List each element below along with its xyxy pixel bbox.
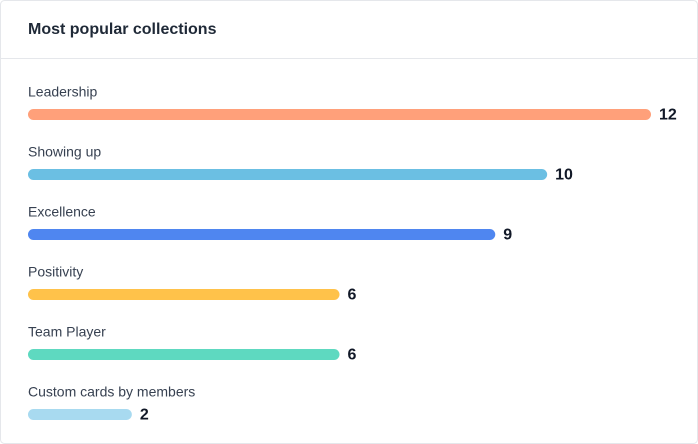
bar bbox=[28, 409, 132, 420]
bar bbox=[28, 169, 548, 180]
value-label: 2 bbox=[140, 407, 149, 424]
bar bbox=[28, 229, 496, 240]
value-label: 9 bbox=[503, 227, 512, 244]
category-label: Leadership bbox=[28, 84, 97, 100]
bar bbox=[28, 349, 340, 360]
value-label: 12 bbox=[659, 107, 677, 124]
value-label: 6 bbox=[348, 287, 357, 304]
category-label: Team Player bbox=[28, 324, 106, 340]
bar bbox=[28, 289, 340, 300]
category-label: Showing up bbox=[28, 144, 101, 160]
value-label: 10 bbox=[555, 167, 573, 184]
category-label: Positivity bbox=[28, 264, 83, 280]
value-label: 6 bbox=[348, 347, 357, 364]
category-label: Custom cards by members bbox=[28, 384, 195, 400]
card-title: Most popular collections bbox=[28, 21, 217, 38]
bar bbox=[28, 109, 651, 120]
category-label: Excellence bbox=[28, 204, 96, 220]
